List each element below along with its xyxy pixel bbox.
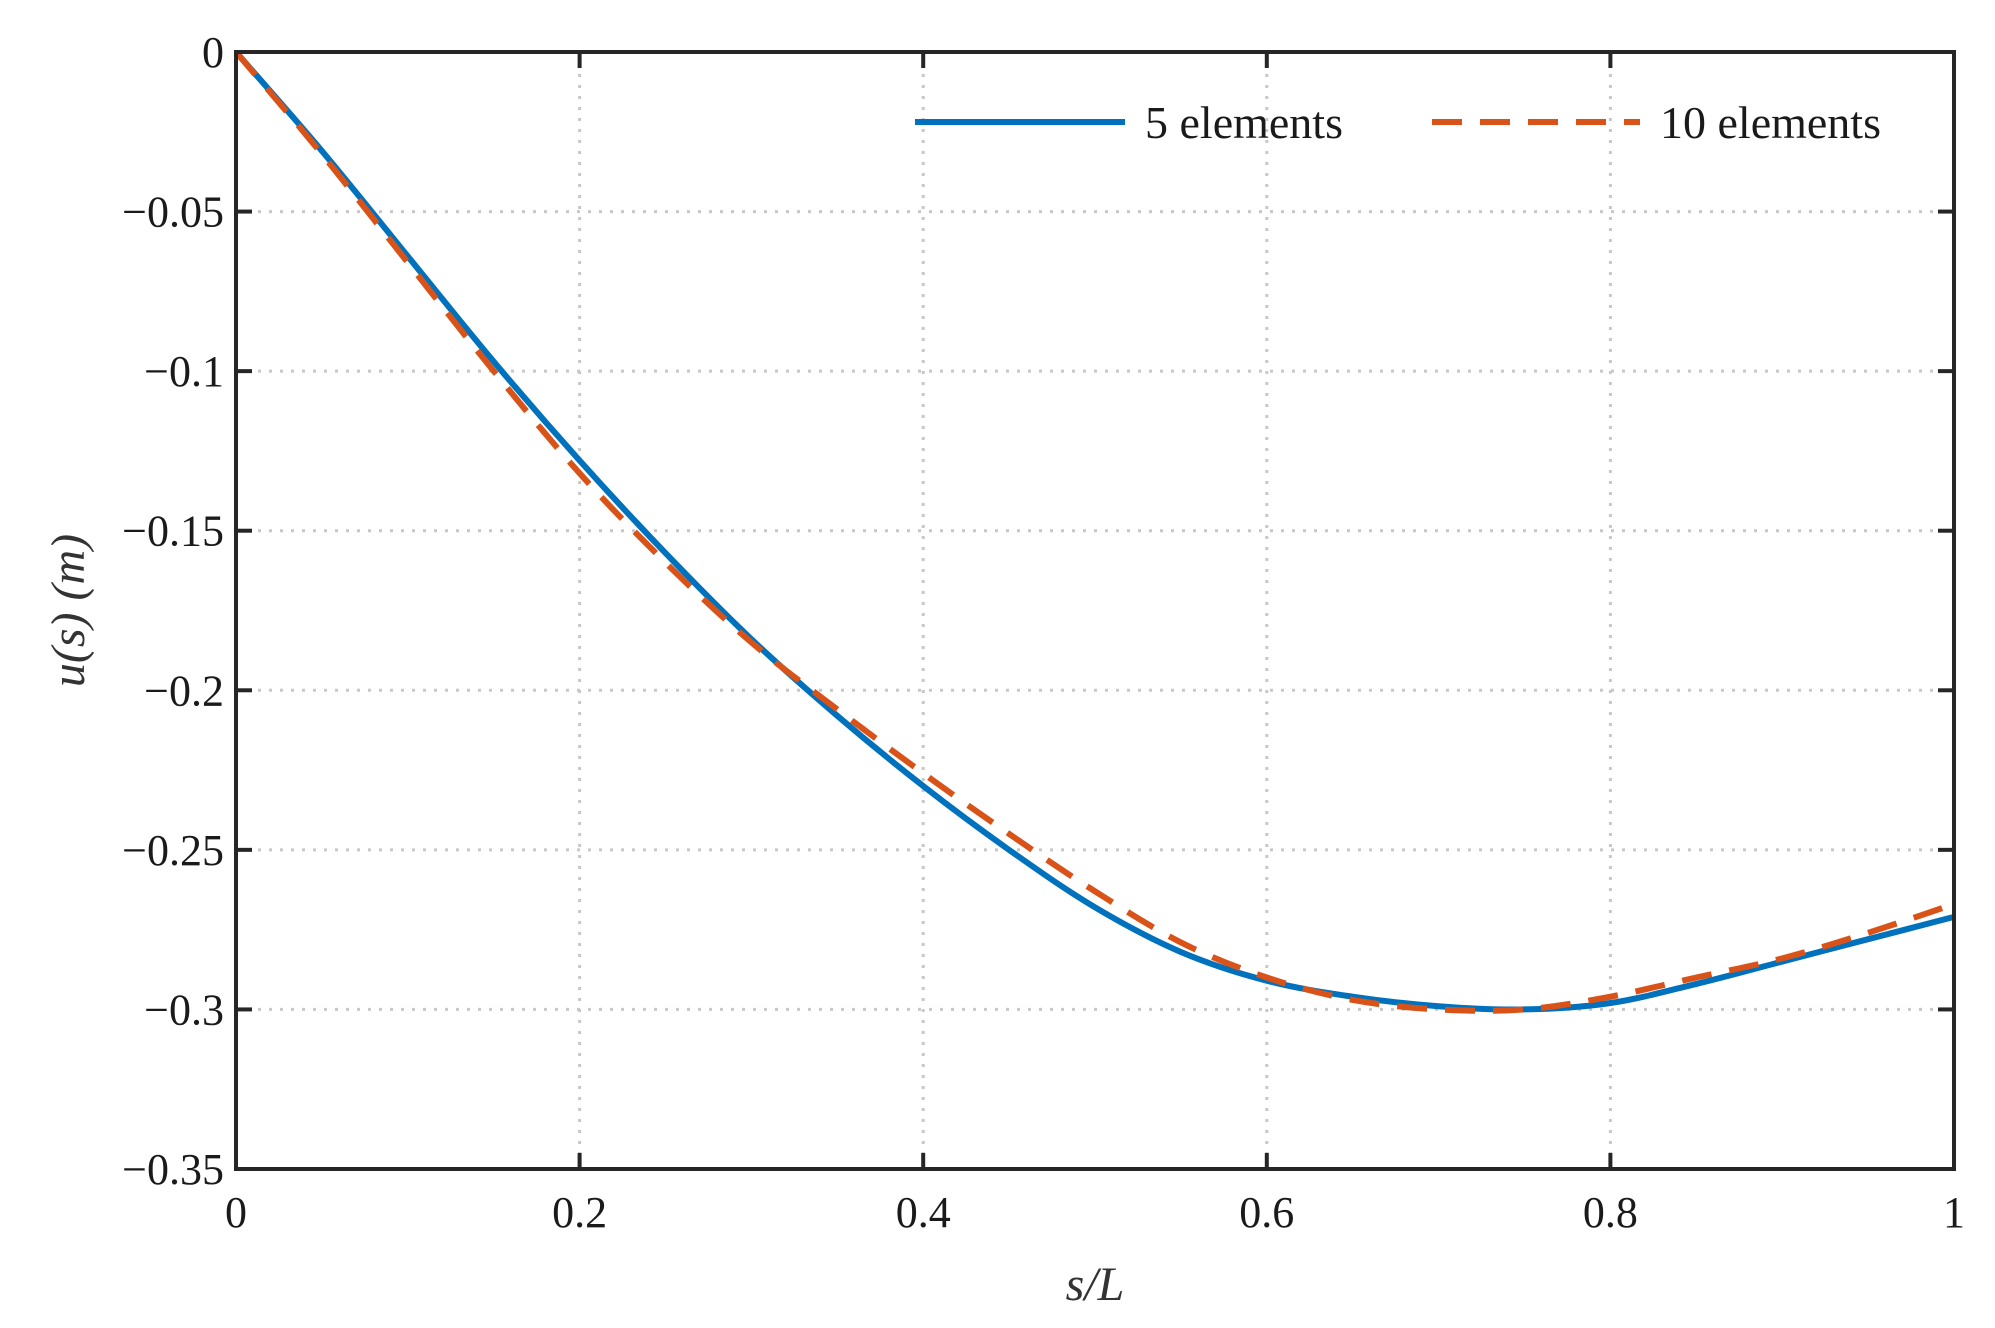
y-axis-label: u(s) (m)	[42, 534, 95, 687]
legend-label-2: 10 elements	[1660, 97, 1881, 148]
y-tick-label: −0.25	[122, 826, 224, 875]
y-tick-label: −0.35	[122, 1145, 224, 1194]
x-tick-label: 0.8	[1583, 1188, 1638, 1237]
series-line-1	[233, 50, 1955, 1013]
y-tick-label: −0.15	[122, 507, 224, 556]
x-tick-label: 0	[225, 1188, 247, 1237]
plot-area-frame	[234, 50, 1956, 1171]
series-line-2	[233, 50, 1955, 1014]
y-tick-label: 0	[202, 28, 224, 77]
y-tick-label: −0.3	[144, 985, 224, 1034]
grid-lines	[236, 52, 1954, 1169]
legend: 5 elements 10 elements	[915, 97, 1881, 148]
x-tick-label: 1	[1943, 1188, 1965, 1237]
series-lines	[233, 50, 1955, 1014]
axis-ticks: 0 0.2 0.4 0.6 0.8 1 0 −0.05 −0.1 −0.15 −0.2 −0.25 −0…	[122, 28, 1965, 1237]
y-tick-label: −0.2	[144, 666, 224, 715]
x-axis-label: s/L	[1066, 1258, 1125, 1311]
x-tick-label: 0.2	[552, 1188, 607, 1237]
y-tick-label: −0.1	[144, 347, 224, 396]
y-tick-label: −0.05	[122, 188, 224, 237]
x-tick-label: 0.4	[896, 1188, 951, 1237]
legend-label-1: 5 elements	[1145, 97, 1343, 148]
x-tick-label: 0.6	[1239, 1188, 1294, 1237]
